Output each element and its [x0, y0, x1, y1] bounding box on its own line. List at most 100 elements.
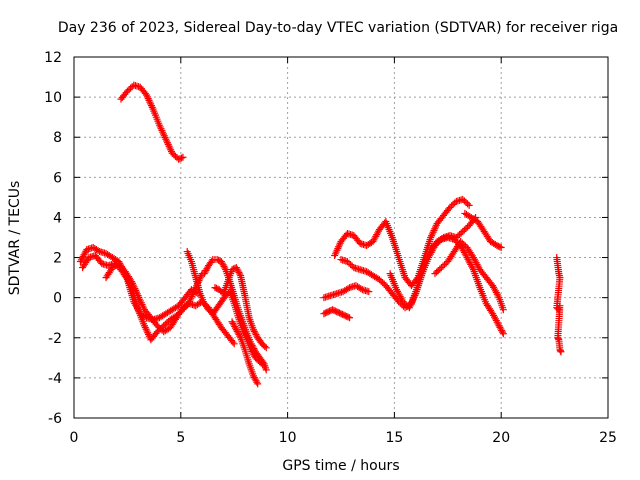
- data-point: [497, 244, 505, 252]
- y-tick-label: 6: [53, 170, 62, 186]
- x-tick-label: 25: [599, 430, 617, 446]
- data-point: [557, 348, 565, 356]
- data-point: [157, 325, 165, 333]
- data-point: [401, 299, 409, 307]
- series-sat-f: [200, 256, 270, 374]
- data-point: [365, 288, 373, 296]
- data-point: [460, 197, 468, 205]
- data-point: [248, 341, 256, 349]
- data-point: [344, 285, 352, 293]
- data-point: [456, 230, 464, 238]
- data-point: [179, 153, 187, 161]
- data-point: [208, 257, 216, 265]
- x-tick-label: 5: [176, 430, 185, 446]
- data-point: [235, 331, 243, 339]
- data-point: [499, 306, 507, 314]
- data-point: [434, 267, 442, 275]
- data-point: [171, 152, 179, 160]
- series-sat-k: [331, 195, 473, 290]
- data-point: [497, 325, 505, 333]
- series-sat-g: [211, 264, 270, 352]
- data-point: [347, 261, 355, 269]
- data-point: [346, 314, 354, 322]
- y-tick-label: -6: [48, 411, 62, 427]
- data-point: [495, 322, 503, 330]
- y-axis-label: SDTVAR / TECUs: [7, 181, 23, 296]
- axis-ticks: 0 5 10 15 20 25 -6 -4 -2 0 2 4 6 8 10 12: [44, 50, 617, 446]
- data-point: [234, 267, 242, 275]
- data-point: [433, 268, 441, 276]
- data-point: [437, 264, 445, 272]
- data-point: [170, 151, 178, 159]
- data-point: [178, 154, 186, 162]
- data-point: [460, 226, 468, 234]
- data-point: [153, 322, 161, 330]
- data-point: [464, 200, 472, 208]
- data-point: [496, 243, 504, 251]
- data-point: [247, 340, 255, 348]
- data-point: [441, 261, 449, 269]
- data-point: [232, 326, 240, 334]
- data-point: [249, 372, 257, 380]
- data-point: [231, 324, 239, 332]
- data-point: [228, 318, 236, 326]
- data-point: [200, 270, 208, 278]
- data-point: [457, 238, 465, 246]
- data-point: [201, 268, 209, 276]
- data-point: [163, 319, 171, 327]
- series-sat-o: [461, 209, 505, 252]
- y-tick-label: -2: [48, 331, 62, 347]
- data-point: [261, 342, 269, 350]
- data-point: [496, 323, 504, 331]
- data-point: [153, 328, 161, 336]
- series-sat-a: [117, 81, 187, 163]
- data-point: [236, 332, 244, 340]
- series-sat-m: [386, 234, 507, 338]
- y-tick-label: 4: [53, 210, 62, 226]
- data-point: [233, 327, 241, 335]
- series-sat-i: [320, 306, 354, 322]
- data-point: [123, 87, 131, 95]
- y-tick-label: -4: [48, 371, 62, 387]
- data-point: [236, 270, 244, 278]
- data-point: [491, 241, 499, 249]
- data-point: [439, 262, 447, 270]
- data-point: [155, 323, 163, 331]
- data-point: [160, 322, 168, 330]
- data-point: [448, 202, 456, 210]
- data-point: [465, 201, 473, 209]
- data-point: [498, 328, 506, 336]
- series-sat-p: [553, 254, 565, 356]
- data-point: [229, 319, 237, 327]
- y-tick-label: 12: [44, 50, 62, 66]
- data-point: [234, 329, 242, 337]
- data-point: [230, 321, 238, 329]
- data-point: [127, 84, 135, 92]
- y-tick-label: 10: [44, 90, 62, 106]
- series-sat-h: [228, 318, 262, 388]
- x-axis-label: GPS time / hours: [282, 458, 399, 474]
- data-point: [449, 200, 457, 208]
- data-point: [220, 262, 228, 270]
- data-point: [375, 276, 383, 284]
- data-point: [217, 258, 225, 266]
- data-point: [262, 366, 270, 374]
- data-point: [94, 247, 102, 255]
- data-point: [233, 265, 241, 273]
- data-points: [76, 81, 565, 388]
- y-tick-label: 2: [53, 251, 62, 267]
- data-point: [462, 224, 470, 232]
- data-point: [462, 198, 470, 206]
- data-point: [457, 229, 465, 237]
- data-point: [431, 242, 439, 250]
- plot-frame: [73, 56, 609, 419]
- data-point: [343, 258, 351, 266]
- data-point: [459, 227, 467, 235]
- data-point: [498, 327, 506, 335]
- x-tick-label: 10: [279, 430, 297, 446]
- data-point: [249, 343, 257, 351]
- data-point: [252, 377, 260, 385]
- data-point: [259, 358, 267, 366]
- data-point: [218, 259, 226, 267]
